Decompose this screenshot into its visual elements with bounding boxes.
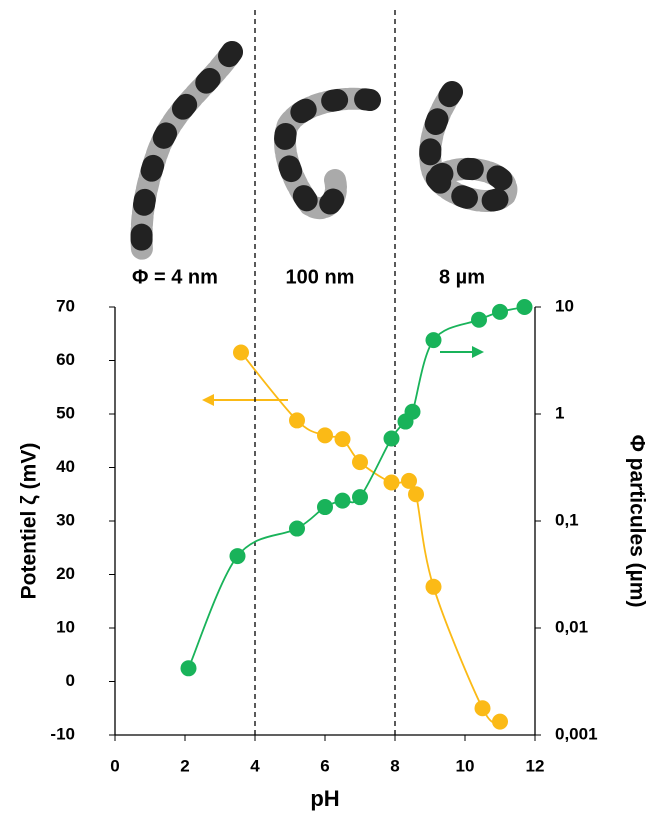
fit-line [187,306,525,669]
annotation: 100 nm [286,266,355,288]
point [516,299,533,315]
y2-tick-label: 1 [555,403,564,422]
fit-line [240,351,501,724]
y2-tick-label: 0,001 [555,724,598,743]
y-tick-label: 40 [56,457,75,476]
point [334,492,351,509]
annotation: Φ = 4 nm [132,266,218,288]
point [180,660,197,677]
y-tick-label: 0 [66,671,75,690]
point [289,412,305,429]
x-axis-label: pH [310,786,339,811]
point [408,486,424,503]
chain-illustrations [130,41,518,261]
y-tick-label: 30 [56,510,75,529]
y2-tick-label: 0,01 [555,617,588,636]
point [383,474,400,491]
point [289,520,305,537]
x-tick-label: 10 [456,756,475,775]
arrow-zeta-head [202,394,214,406]
y2-tick-label: 0,1 [555,510,579,529]
point [471,311,487,328]
y-tick-label: 10 [56,617,75,636]
annotation: 8 µm [439,266,485,288]
point [233,344,249,361]
x-tick-label: 2 [180,756,189,775]
y-tick-label: 50 [56,403,75,422]
y-tick-label: -10 [50,724,75,743]
y2-tick-label: 10 [555,296,574,315]
point [425,578,442,595]
y-tick-label: 70 [56,296,75,315]
x-tick-label: 0 [110,756,119,775]
arrow-size-head [472,346,484,358]
point [401,472,417,489]
point [425,332,442,349]
arrows [202,346,484,406]
point [404,403,421,420]
point [229,548,246,565]
point [474,700,491,717]
point [334,431,351,448]
point [492,713,508,730]
chain-3-dark [419,81,518,212]
chain-1-dark [130,41,243,261]
point [317,499,333,516]
y2-axis-label: Φ particules (µm) [625,435,648,608]
x-tick-label: 4 [250,756,260,775]
x-tick-label: 8 [390,756,399,775]
x-tick-label: 12 [526,756,545,775]
point [352,454,368,471]
x-tick-label: 6 [320,756,329,775]
y-tick-label: 60 [56,350,75,369]
y-tick-label: 20 [56,564,75,583]
y-axis-label: Potentiel ζ (mV) [18,443,41,600]
point [352,489,368,506]
chain-2-dark [274,87,381,220]
point [383,430,400,447]
point [317,427,333,444]
point [492,303,508,320]
